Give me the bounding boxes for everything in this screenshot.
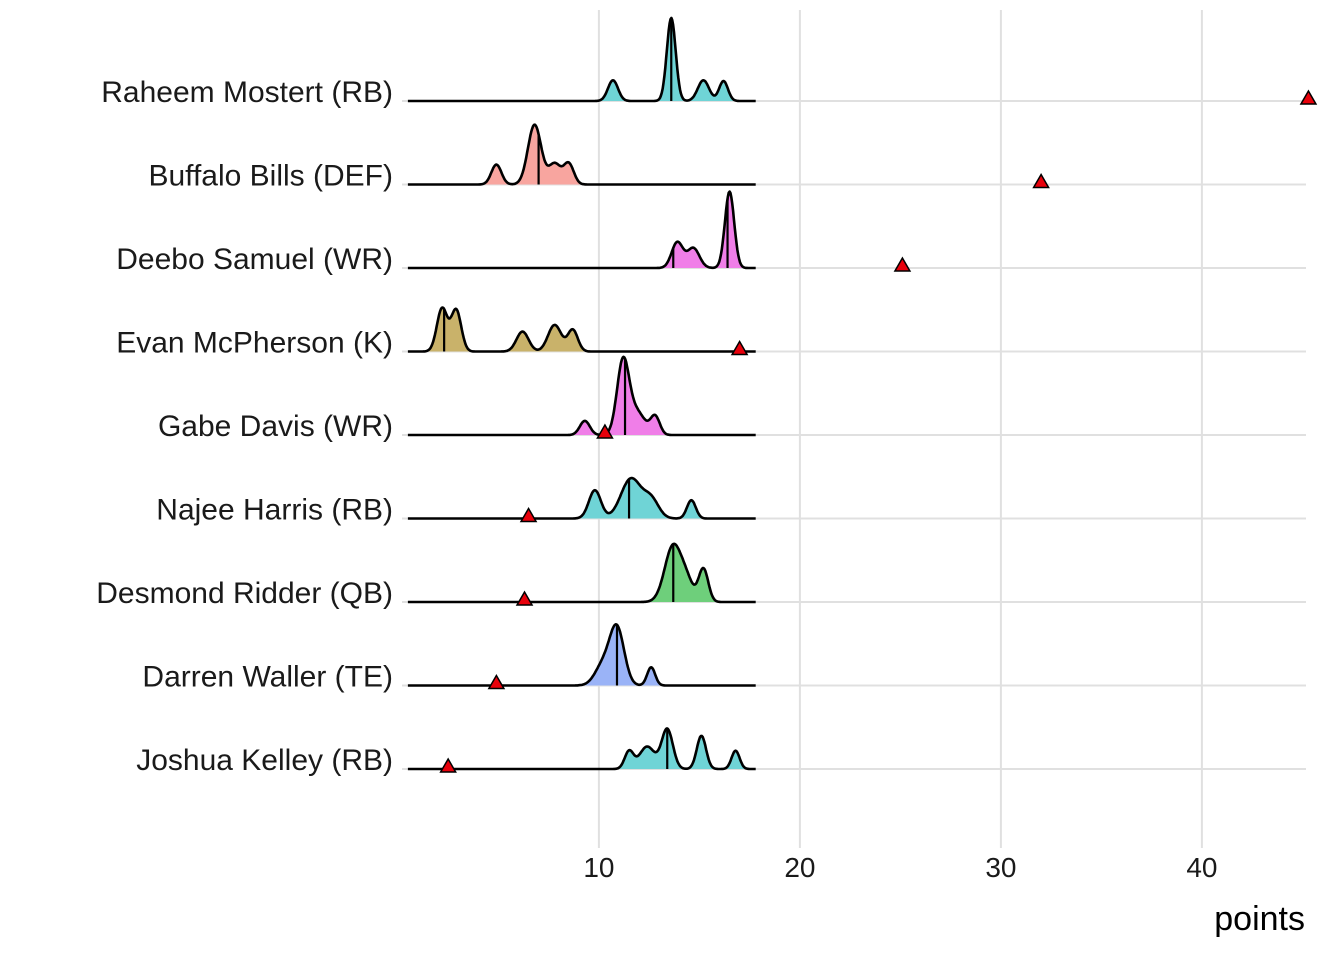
x-axis-title: points (1214, 900, 1305, 938)
x-tick-label: 40 (1186, 852, 1217, 883)
y-axis-label: Buffalo Bills (DEF) (148, 160, 393, 193)
ridge-fill (407, 307, 756, 352)
actual-marker (893, 256, 912, 272)
ridge-outline (407, 542, 757, 604)
ridge-outline (407, 476, 757, 520)
ridge-fill (407, 728, 756, 769)
actual-marker (439, 757, 457, 773)
x-axis-ticks: 10 20 30 40 (583, 852, 1217, 883)
y-axis-label: Deebo Samuel (WR) (116, 243, 393, 276)
y-axis-label: Joshua Kelley (RB) (136, 744, 393, 777)
actual-marker (1032, 172, 1050, 189)
y-axis-labels: Raheem Mostert (RB) Buffalo Bills (DEF) De… (96, 76, 393, 777)
ridge-7 (407, 623, 757, 687)
y-axis-label: Darren Waller (TE) (142, 661, 393, 694)
y-axis-label: Gabe Davis (WR) (158, 410, 393, 443)
actual-points (439, 89, 1318, 773)
x-tick-label: 30 (985, 852, 1016, 883)
actual-marker (487, 673, 506, 690)
ridge-4 (407, 355, 757, 437)
ridge-outline (407, 123, 757, 186)
actual-marker (730, 339, 749, 356)
ridge-3 (407, 306, 757, 353)
ridge-fill (407, 191, 756, 268)
ridge-fill (407, 124, 756, 185)
ridges (407, 16, 757, 771)
ridge-fill (407, 478, 756, 519)
y-axis-label: Najee Harris (RB) (156, 494, 393, 527)
actual-marker (596, 423, 614, 439)
y-axis-label: Desmond Ridder (QB) (96, 577, 393, 610)
x-tick-label: 20 (784, 852, 815, 883)
ridge-5 (407, 476, 757, 520)
ridge-outline (407, 355, 757, 437)
ridge-outline (407, 727, 757, 771)
y-axis-label: Raheem Mostert (RB) (101, 76, 393, 109)
ridge-1 (407, 123, 757, 186)
ridge-fill (407, 624, 756, 686)
ridge-6 (407, 542, 757, 604)
ridge-fill (407, 18, 756, 101)
ridge-outline (407, 16, 757, 103)
actual-marker (515, 590, 534, 606)
ridge-outline (407, 623, 757, 687)
x-tick-label: 10 (583, 852, 614, 883)
ridge-2 (407, 190, 757, 270)
ridge-outline (407, 306, 757, 353)
ridge-8 (407, 727, 757, 771)
ridge-outline (407, 190, 757, 270)
ridge-fill (407, 543, 756, 602)
y-axis-label: Evan McPherson (K) (116, 327, 393, 360)
actual-marker (519, 506, 538, 523)
ridge-0 (407, 16, 757, 103)
actual-marker (1299, 89, 1318, 105)
